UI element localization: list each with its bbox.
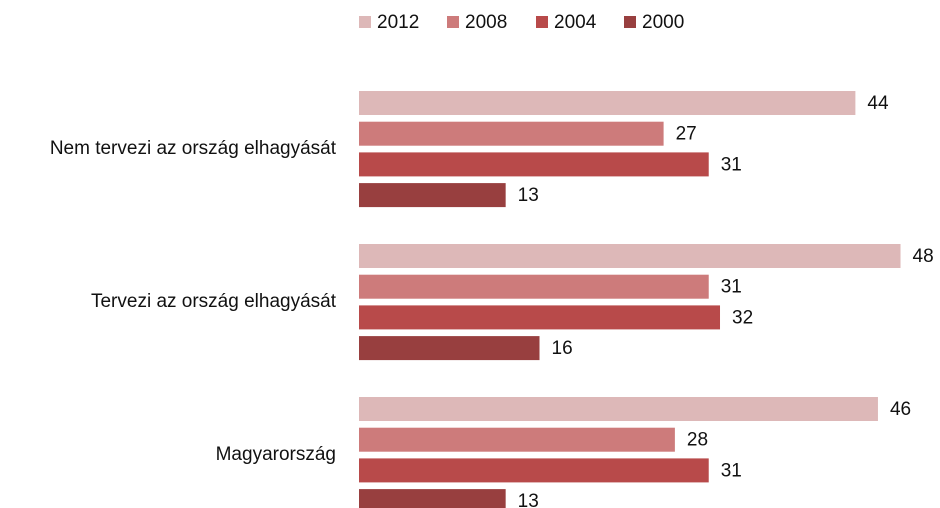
category-label: Nem tervezi az ország elhagyását — [50, 138, 337, 159]
value-label: 27 — [676, 124, 697, 145]
bar — [359, 458, 709, 483]
bar — [359, 427, 675, 452]
legend-label: 2008 — [465, 12, 507, 33]
value-label: 28 — [687, 430, 708, 451]
value-label: 16 — [552, 338, 573, 359]
legend-swatch — [624, 16, 636, 28]
value-label: 32 — [732, 307, 753, 328]
value-label: 31 — [721, 277, 742, 298]
bar — [359, 397, 878, 421]
value-label: 46 — [890, 399, 911, 420]
category-label: Magyarország — [216, 444, 336, 465]
bar — [359, 489, 506, 508]
value-label: 44 — [867, 93, 889, 114]
bar — [359, 91, 856, 115]
legend-swatch — [447, 16, 459, 28]
legend-swatch — [536, 16, 548, 28]
bar — [359, 121, 664, 146]
legend-label: 2004 — [554, 12, 597, 33]
bar — [359, 183, 506, 208]
bar — [359, 305, 721, 330]
value-label: 31 — [721, 154, 742, 175]
value-label: 31 — [721, 460, 742, 481]
value-label: 48 — [913, 246, 934, 267]
value-label: 13 — [518, 185, 539, 206]
legend-label: 2012 — [377, 12, 419, 33]
category-label: Tervezi az ország elhagyását — [91, 291, 337, 312]
bar — [359, 152, 709, 177]
bar — [359, 336, 540, 361]
bar — [359, 244, 901, 268]
legend-label: 2000 — [642, 12, 684, 33]
bar — [359, 274, 709, 299]
legend-swatch — [359, 16, 371, 28]
value-label: 13 — [518, 491, 539, 508]
